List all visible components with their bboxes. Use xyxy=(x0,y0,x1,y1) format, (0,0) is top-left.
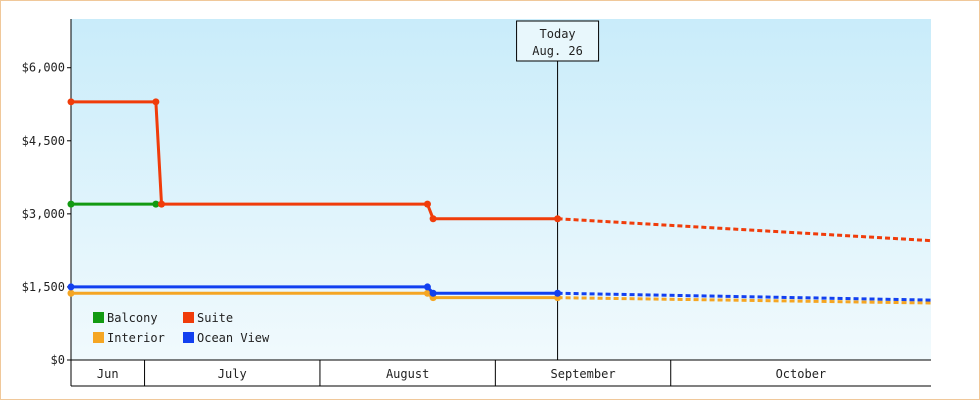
legend-swatch-balcony xyxy=(93,312,104,323)
legend-label-ocean-view: Ocean View xyxy=(197,331,270,345)
y-tick-label: $6,000 xyxy=(22,61,65,75)
ocean-view-point xyxy=(429,289,437,297)
balcony-point xyxy=(67,200,75,208)
y-tick-label: $4,500 xyxy=(22,134,65,148)
y-tick-label: $0 xyxy=(51,353,65,367)
ocean-view-point xyxy=(554,289,562,297)
legend-label-interior: Interior xyxy=(107,331,165,345)
legend-label-suite: Suite xyxy=(197,311,233,325)
plot-background xyxy=(71,19,931,360)
suite-point xyxy=(158,200,166,208)
suite-point xyxy=(152,98,160,106)
month-label: August xyxy=(386,367,429,381)
month-label: September xyxy=(551,367,616,381)
month-label: Jun xyxy=(97,367,119,381)
ocean-view-forecast-line xyxy=(557,291,932,302)
suite-point xyxy=(554,215,562,223)
month-label: October xyxy=(776,367,827,381)
interior-point xyxy=(423,289,431,297)
legend-swatch-ocean-view xyxy=(183,332,194,343)
legend-label-balcony: Balcony xyxy=(107,311,158,325)
y-tick-label: $3,000 xyxy=(22,207,65,221)
suite-point xyxy=(423,200,431,208)
today-label: Today xyxy=(540,27,576,41)
balcony-point xyxy=(152,200,160,208)
legend-swatch-interior xyxy=(93,332,104,343)
interior-line xyxy=(71,291,558,300)
legend-swatch-suite xyxy=(183,312,194,323)
interior-point xyxy=(67,289,75,297)
suite-line xyxy=(71,100,558,221)
month-label: July xyxy=(218,367,247,381)
today-box xyxy=(516,20,600,62)
interior-forecast-line xyxy=(557,296,932,305)
suite-point xyxy=(67,98,75,106)
ocean-view-point xyxy=(67,283,75,291)
ocean-view-point xyxy=(423,283,431,291)
y-tick-label: $1,500 xyxy=(22,280,65,294)
ocean-view-line xyxy=(71,285,558,295)
suite-forecast-line xyxy=(557,217,932,243)
today-date-label: Aug. 26 xyxy=(532,44,583,58)
suite-point xyxy=(429,215,437,223)
